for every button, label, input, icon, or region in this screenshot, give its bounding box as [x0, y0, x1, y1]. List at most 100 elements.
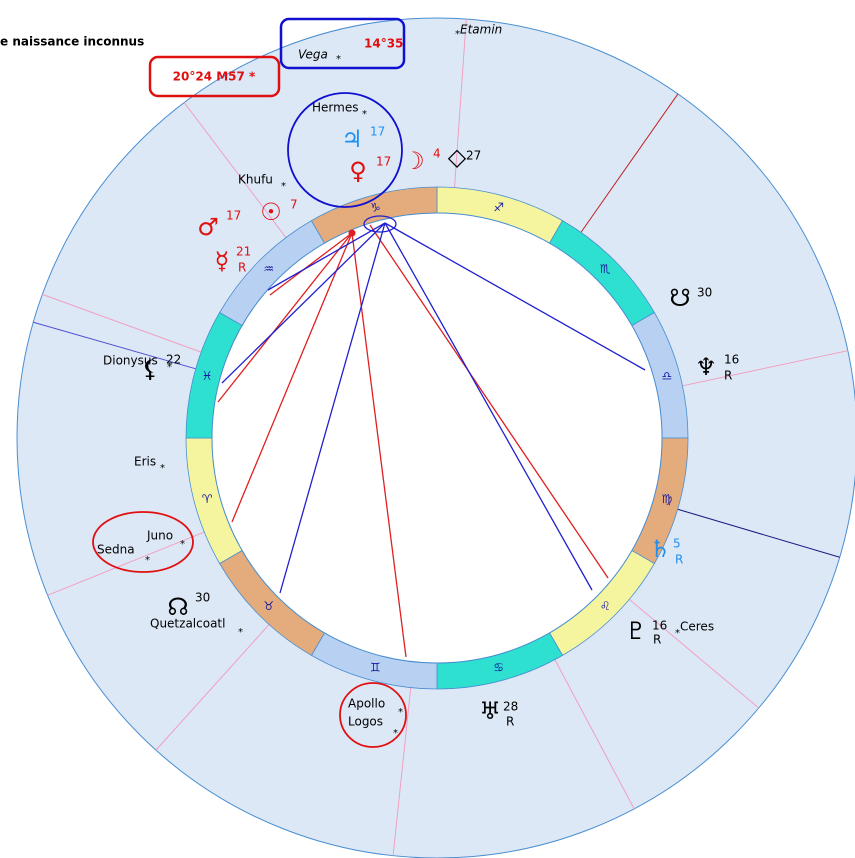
aspect-lines [217, 215, 646, 658]
point-degree: 16 [652, 619, 667, 633]
point-degree: 28 [503, 700, 518, 714]
point-glyph: ♃ [341, 125, 363, 153]
house-line [454, 18, 467, 188]
point-retrograde: R [653, 633, 661, 647]
point-glyph: ☊ [167, 593, 188, 621]
star-name: Apollo [348, 697, 385, 711]
house-line [580, 93, 679, 233]
point-degree: 30 [195, 591, 210, 605]
star-name: Sedna [97, 543, 135, 557]
point-glyph: ☋ [669, 284, 690, 312]
house-line [677, 508, 840, 558]
star-name: Quetzalcoatl [150, 617, 225, 631]
aspect [221, 222, 386, 384]
sign-glyph: ♑ [370, 201, 381, 215]
house-lines [33, 18, 848, 856]
sign-glyph: ♍ [662, 492, 673, 506]
star-marker: * [238, 627, 243, 638]
star-name: Juno [146, 529, 173, 543]
point-glyph: ♅ [479, 697, 501, 725]
star-name: Hermes [312, 101, 358, 115]
aspect [279, 222, 386, 594]
point-degree: 7 [290, 198, 298, 212]
star-marker: * [160, 463, 165, 474]
house-line [554, 659, 635, 810]
point-glyph: ☿ [215, 247, 230, 275]
vega-position: 14°35 [364, 37, 403, 51]
sign-glyph: ♋ [493, 660, 504, 674]
house-line [155, 624, 270, 751]
star-name: Etamin [460, 23, 502, 37]
title: e naissance inconnus [0, 35, 144, 49]
labels: Etamin*Hermes *Khufu *Dionysus *Eris *Juno*S… [97, 23, 739, 740]
sign-glyph: ♊ [370, 660, 381, 674]
sign-glyph: ♒ [263, 262, 274, 276]
point-glyph: ♄ [649, 535, 671, 563]
aspect [384, 222, 646, 371]
point-glyph: ◇ [448, 143, 467, 171]
sign-glyph: ♎ [662, 369, 673, 383]
vega-box [279, 17, 406, 70]
point-glyph: ⚸ [141, 355, 159, 383]
house-line [682, 350, 848, 387]
sign-glyph: ♈ [202, 492, 213, 506]
sign-glyph: ♐ [493, 201, 504, 215]
point-retrograde: R [675, 553, 683, 567]
aspect [351, 232, 407, 658]
point-degree: 16 [724, 353, 739, 367]
aspect [217, 232, 353, 403]
star-name: Vega [298, 48, 328, 62]
star-marker: * [398, 707, 403, 718]
star-marker: * [675, 628, 680, 639]
house-line [628, 598, 760, 709]
point-retrograde: R [506, 715, 514, 729]
aspect [369, 224, 609, 579]
aspect [267, 222, 386, 291]
star-marker: * [336, 54, 341, 65]
star-marker: * [281, 181, 286, 192]
house-line [33, 321, 196, 370]
sign-glyph: ♉ [263, 599, 274, 613]
star-marker: * [455, 29, 460, 40]
point-glyph: ♇ [625, 617, 647, 645]
star-marker: * [145, 555, 150, 566]
star-marker: * [362, 109, 367, 120]
sign-glyph: ♏ [600, 262, 611, 276]
point-retrograde: R [724, 369, 732, 383]
star-name: Ceres [680, 620, 714, 634]
m57-label: 20°24 M57 * [173, 70, 256, 84]
star-marker: * [180, 539, 185, 550]
point-glyph: ♀ [349, 157, 367, 185]
star-marker: * [393, 728, 398, 739]
star-marker: * [167, 362, 172, 373]
point-glyph: ☽ [403, 147, 425, 175]
m57-box [148, 55, 281, 98]
aspect [384, 222, 593, 591]
aspect [231, 232, 353, 523]
highlight-circle [287, 92, 403, 208]
house-line [47, 531, 205, 596]
star-name: Logos [348, 715, 383, 729]
aspect [269, 232, 353, 296]
point-degree: 22 [166, 353, 181, 367]
inner-circle [211, 212, 663, 664]
star-name: Khufu [238, 173, 273, 187]
asc-marker [363, 215, 397, 233]
star-name: Eris [134, 455, 156, 469]
sign-glyph: ♓ [202, 369, 213, 383]
point-degree: 17 [376, 155, 391, 169]
point-degree: 4 [433, 147, 441, 161]
point-degree: 17 [226, 209, 241, 223]
star-name: Dionysus [103, 354, 158, 368]
point-glyph: ♆ [695, 353, 717, 381]
point-degree: 17 [370, 125, 385, 139]
sign-glyph: ♌ [600, 599, 611, 613]
house-line [42, 293, 202, 353]
point-degree: 5 [673, 537, 681, 551]
point-retrograde: R [238, 261, 246, 275]
point-degree: 21 [236, 245, 251, 259]
point-glyph: ♂ [197, 213, 219, 241]
point-degree: 30 [697, 286, 712, 300]
point-degree: 27 [466, 149, 481, 163]
point-glyph: ☉ [260, 198, 282, 226]
